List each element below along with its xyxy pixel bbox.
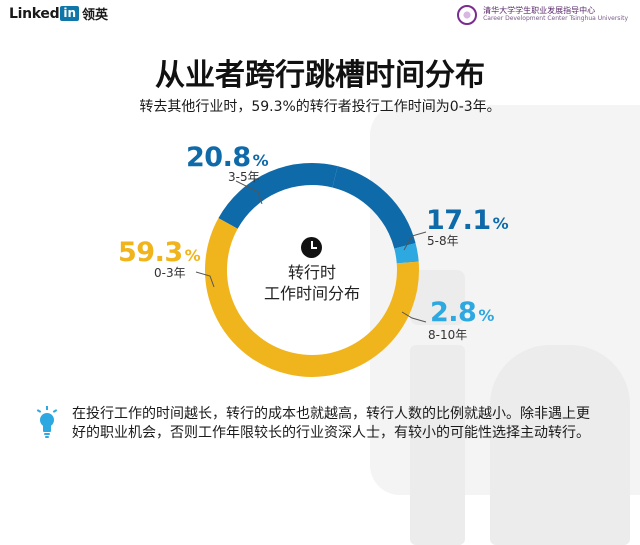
- slice-0-3-value: 59.3%: [118, 237, 201, 268]
- university-text: 清华大学学生职业发展指导中心 Career Development Center…: [483, 7, 628, 23]
- leader-3-5: [235, 180, 263, 205]
- slice-3-5-value-number: 20.8: [186, 142, 251, 173]
- center-label-line-1: 转行时: [287, 263, 336, 282]
- slice-3-5-arc: [218, 163, 338, 230]
- slice-5-8-arc: [332, 166, 416, 249]
- center-label-line-2: 工作时间分布: [263, 284, 360, 303]
- top-bar: Linked in 领英 清华大学学生职业发展指导中心 Career Devel…: [0, 0, 640, 28]
- donut-center-label: 转行时 工作时间分布: [227, 262, 397, 304]
- university-name-en: Career Development Center Tsinghua Unive…: [483, 15, 628, 22]
- slice-0-3-label: 0-3年: [154, 266, 186, 280]
- university-logo: 清华大学学生职业发展指导中心 Career Development Center…: [457, 5, 628, 25]
- slice-0-3-arc: [205, 218, 419, 377]
- logo-chinese-name: 领英: [82, 8, 109, 23]
- linkedin-logo: Linked in 领英: [9, 4, 109, 24]
- logo-in-badge: in: [60, 6, 79, 21]
- slice-5-8-label: 5-8年: [427, 234, 459, 248]
- slice-3-5-value-sign: %: [252, 151, 269, 170]
- leader-5-8: [403, 231, 427, 251]
- linkedin-watermark: [370, 105, 640, 545]
- slice-5-8-value: 17.1%: [426, 205, 509, 236]
- clock-icon: [301, 237, 322, 258]
- leader-8-10: [401, 311, 427, 323]
- page-title: 从业者跨行跳槽时间分布: [155, 58, 485, 93]
- slice-0-3-value-number: 59.3: [118, 237, 183, 268]
- university-seal-icon: [457, 5, 478, 25]
- slice-0-3-value-sign: %: [184, 246, 201, 265]
- slice-5-8-value-sign: %: [492, 214, 509, 233]
- donut-chart: [195, 163, 427, 377]
- slice-8-10-label: 8-10年: [428, 328, 468, 342]
- slice-5-8-value-number: 17.1: [426, 205, 491, 236]
- slice-8-10-arc: [394, 243, 419, 264]
- watermark-dot: [410, 270, 465, 325]
- slice-3-5-value: 20.8%: [186, 142, 269, 173]
- slice-3-5-label: 3-5年: [228, 170, 260, 184]
- leader-0-3: [195, 271, 215, 288]
- slice-8-10-value-sign: %: [478, 306, 495, 325]
- logo-word: Linked: [9, 5, 60, 22]
- page-subtitle: 转去其他行业时，59.3%的转行者投行工作时间为0-3年。: [139, 99, 501, 115]
- slice-8-10-value: 2.8%: [430, 297, 494, 328]
- lightbulb-icon: [36, 406, 58, 438]
- slice-8-10-value-number: 2.8: [430, 297, 477, 328]
- footer-note: 在投行工作的时间越长，转行的成本也就越高，转行人数的比例就越小。除非遇上更好的职…: [72, 406, 590, 441]
- university-name-cn: 清华大学学生职业发展指导中心: [483, 6, 596, 15]
